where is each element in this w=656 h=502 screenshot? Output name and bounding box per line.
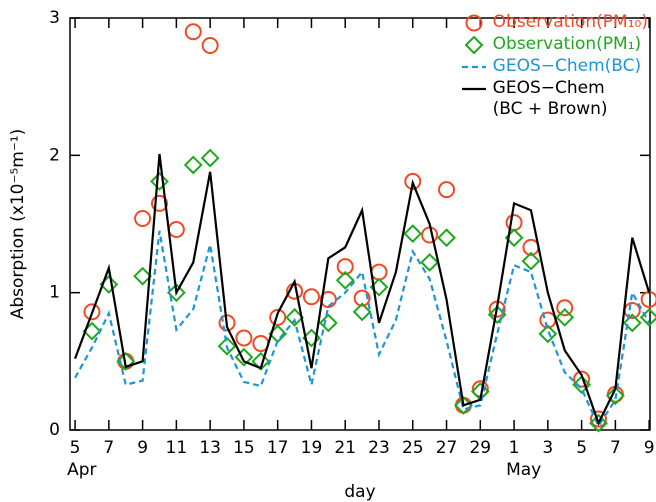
legend: Observation(PM₁₀) Observation(PM₁) GEOS−Ch…	[461, 12, 648, 121]
y-axis-label: Absorption (x10⁻⁵m⁻¹)	[8, 129, 28, 320]
plot-frame	[69, 17, 651, 431]
x-tick-label: 9	[137, 438, 148, 458]
observation-marker	[353, 289, 371, 307]
y-tick-label: 0	[49, 420, 60, 440]
observation-marker	[421, 226, 439, 244]
month-label: May	[506, 460, 541, 480]
observation-marker	[572, 375, 592, 395]
x-tick-label: 19	[301, 438, 323, 458]
observation-marker	[589, 413, 608, 433]
observation-marker	[167, 220, 185, 238]
observation-marker	[235, 329, 253, 347]
observation-marker	[134, 210, 152, 228]
legend-entry: GEOS−Chem (BC + Brown)	[461, 78, 648, 120]
observation-marker	[201, 36, 219, 54]
x-tick-label: 27	[436, 438, 458, 458]
legend-entry: GEOS−Chem(BC)	[461, 56, 648, 77]
observation-marker	[573, 370, 591, 388]
observation-marker	[150, 172, 169, 191]
legend-icon	[461, 65, 486, 69]
observation-marker	[302, 288, 320, 306]
x-tick-label: 13	[199, 438, 221, 458]
observation-marker	[590, 410, 608, 428]
legend-label: GEOS−Chem(BC)	[492, 56, 642, 76]
x-tick-label: 7	[610, 438, 621, 458]
x-tick-label: 15	[233, 438, 255, 458]
observation-marker	[505, 214, 523, 232]
x-axis-label: day	[344, 482, 375, 502]
legend-label: Observation(PM₁)	[492, 34, 642, 54]
observation-marker	[622, 313, 642, 333]
observation-marker	[438, 181, 456, 199]
month-label: Apr	[67, 460, 96, 480]
x-tick-label: 7	[103, 438, 114, 458]
x-tick-label: 5	[70, 438, 81, 458]
observation-marker	[116, 351, 136, 371]
legend-icon	[465, 14, 483, 32]
observation-marker	[217, 336, 237, 356]
legend-label: GEOS−Chem (BC + Brown)	[492, 78, 608, 119]
observation-marker	[403, 224, 423, 244]
legend-entry: Observation(PM₁₀)	[461, 12, 648, 33]
observation-marker	[640, 291, 656, 309]
observation-marker	[336, 258, 354, 276]
observation-marker	[166, 283, 186, 303]
series-line	[74, 230, 651, 429]
legend-icon	[464, 36, 484, 54]
observation-marker	[318, 313, 338, 333]
observation-marker	[234, 347, 254, 367]
legend-icon	[461, 87, 486, 91]
observation-marker	[150, 194, 168, 212]
observation-marker	[605, 386, 625, 406]
observation-marker	[183, 155, 203, 175]
x-tick-label: 11	[166, 438, 188, 458]
observation-marker	[538, 324, 558, 344]
x-tick-label: 9	[644, 438, 655, 458]
observation-marker	[521, 251, 541, 271]
observation-marker	[370, 263, 388, 281]
observation-marker	[133, 266, 153, 286]
legend-marker	[465, 14, 483, 32]
observation-marker	[404, 172, 422, 190]
observation-marker	[437, 228, 456, 248]
observation-marker	[319, 291, 337, 309]
observation-marker	[420, 253, 440, 272]
observation-marker	[184, 23, 202, 41]
y-tick-label: 3	[49, 8, 60, 28]
y-tick-label: 1	[49, 283, 60, 303]
legend-marker	[464, 36, 484, 54]
x-tick-label: 21	[334, 438, 356, 458]
x-tick-label: 29	[469, 438, 491, 458]
x-tick-label: 3	[542, 438, 553, 458]
observation-marker	[83, 303, 101, 321]
x-tick-label: 1	[509, 438, 520, 458]
observation-marker	[218, 314, 236, 332]
observation-marker	[556, 299, 574, 317]
x-tick-label: 17	[267, 438, 289, 458]
observation-marker	[335, 270, 355, 290]
observation-marker	[352, 302, 372, 322]
observation-marker	[555, 307, 575, 327]
legend-entry: Observation(PM₁)	[461, 34, 648, 55]
legend-label: Observation(PM₁₀)	[492, 12, 648, 32]
x-tick-label: 23	[368, 438, 390, 458]
series-line	[74, 153, 651, 426]
observation-marker	[200, 148, 220, 168]
y-tick-label: 2	[49, 145, 60, 165]
x-tick-label: 5	[576, 438, 587, 458]
x-tick-label: 25	[402, 438, 424, 458]
